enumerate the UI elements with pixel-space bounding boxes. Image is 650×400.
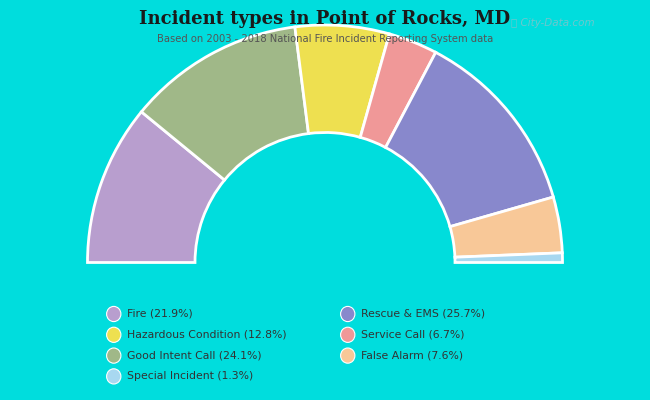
Text: Special Incident (1.3%): Special Incident (1.3%) — [127, 371, 253, 382]
Wedge shape — [142, 27, 309, 180]
Text: Good Intent Call (24.1%): Good Intent Call (24.1%) — [127, 350, 261, 361]
Text: False Alarm (7.6%): False Alarm (7.6%) — [361, 350, 463, 361]
Text: ⓘ City-Data.com: ⓘ City-Data.com — [512, 18, 595, 28]
Text: Fire (21.9%): Fire (21.9%) — [127, 309, 192, 319]
Text: Based on 2003 - 2018 National Fire Incident Reporting System data: Based on 2003 - 2018 National Fire Incid… — [157, 34, 493, 44]
Text: Hazardous Condition (12.8%): Hazardous Condition (12.8%) — [127, 330, 287, 340]
Wedge shape — [295, 25, 389, 137]
Text: Service Call (6.7%): Service Call (6.7%) — [361, 330, 464, 340]
Wedge shape — [385, 52, 553, 227]
Wedge shape — [88, 112, 224, 262]
Wedge shape — [450, 197, 562, 257]
Text: Incident types in Point of Rocks, MD: Incident types in Point of Rocks, MD — [140, 10, 510, 28]
Wedge shape — [455, 253, 562, 262]
Text: Rescue & EMS (25.7%): Rescue & EMS (25.7%) — [361, 309, 485, 319]
Wedge shape — [360, 34, 436, 148]
